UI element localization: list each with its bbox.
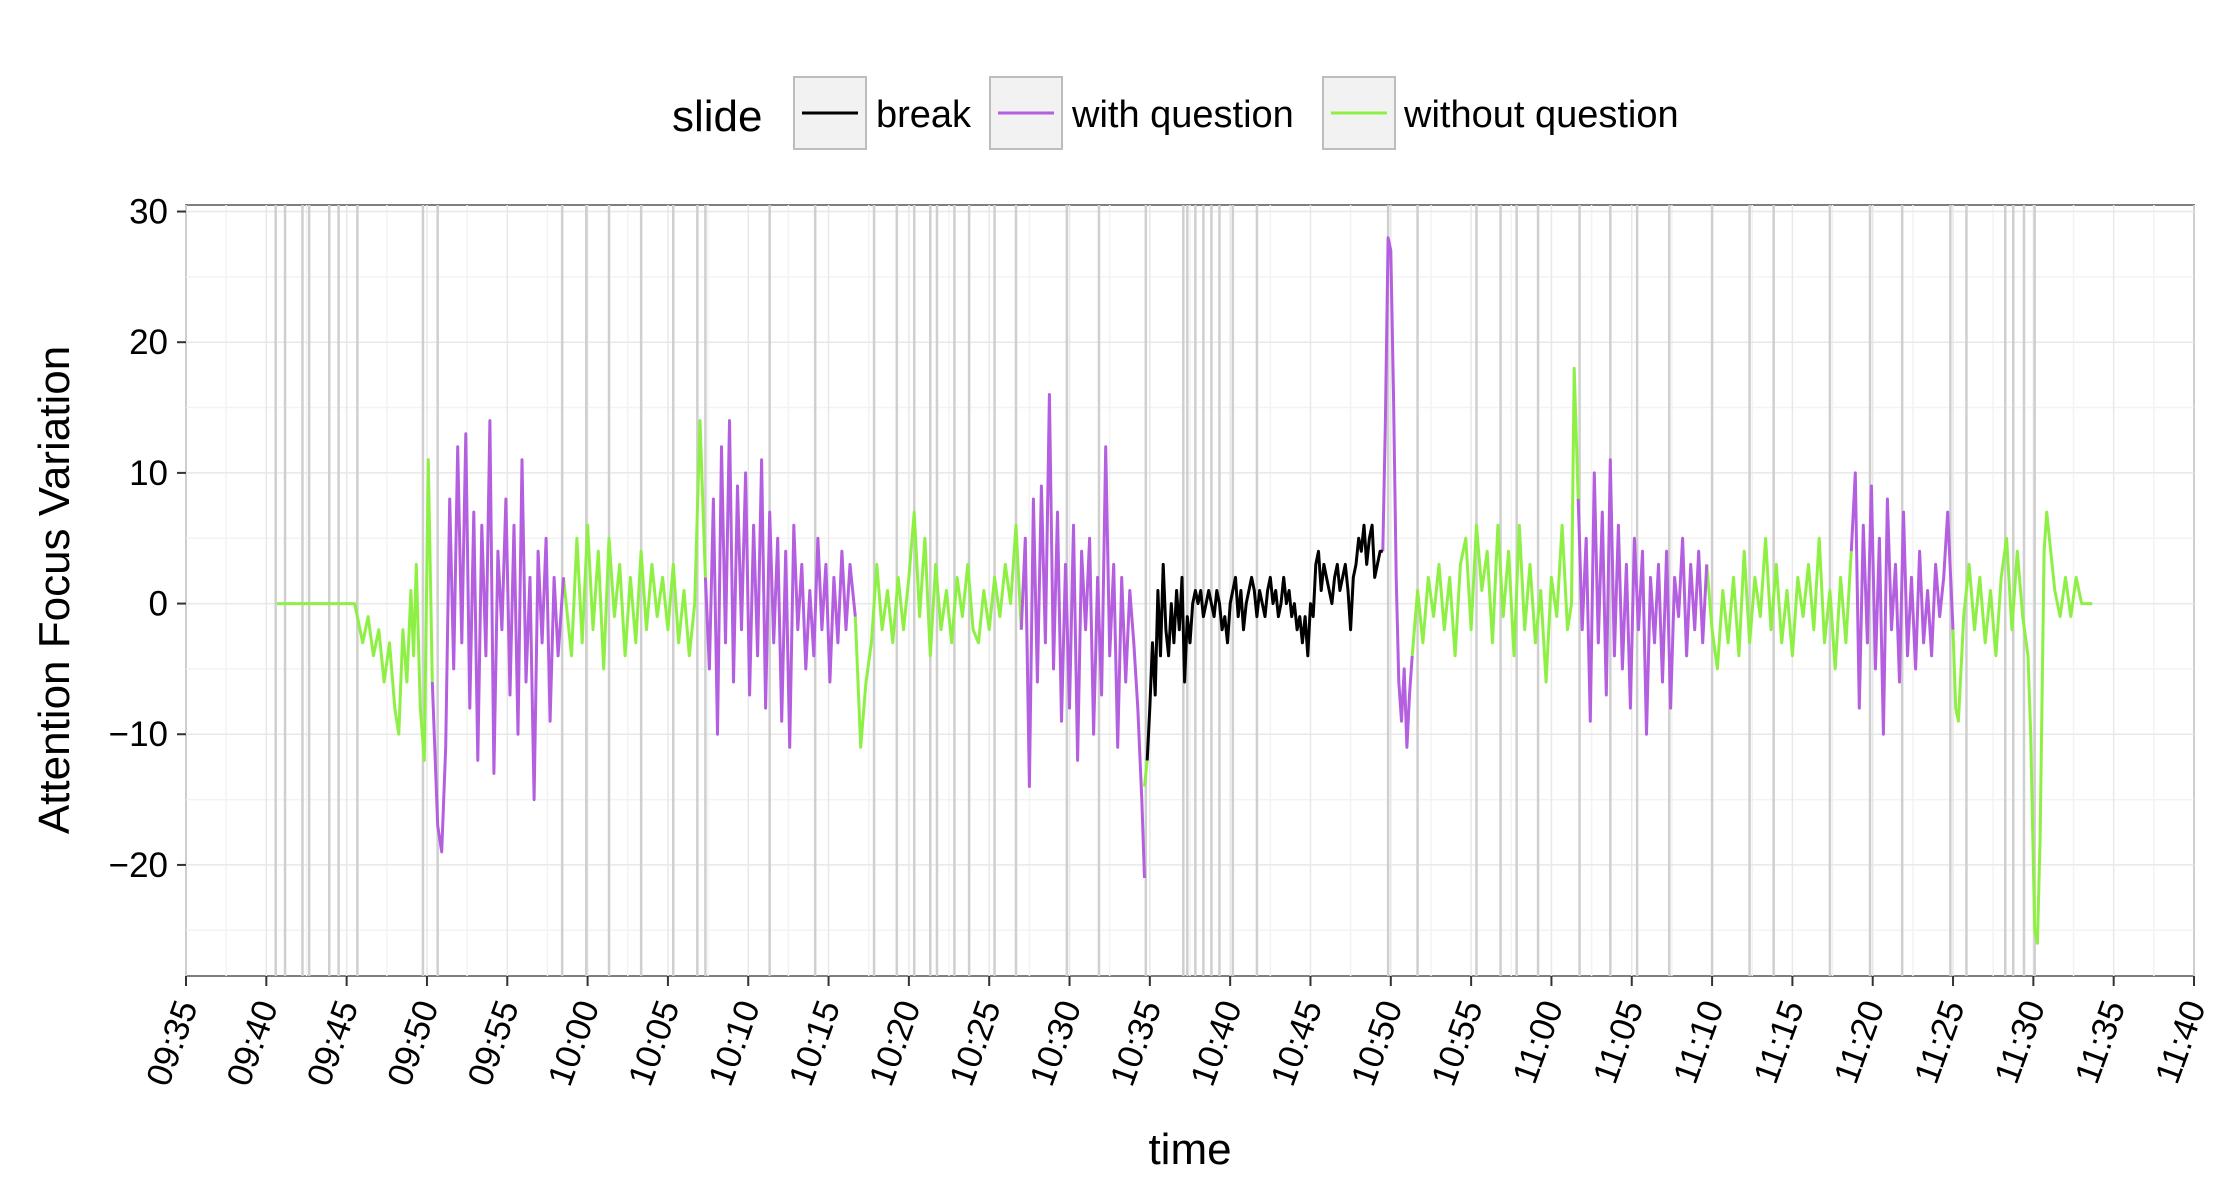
legend-key-without-question [1322, 76, 1396, 150]
series-line-without-question [853, 510, 1023, 749]
x-tick-label: 11:05 [1586, 995, 1652, 1088]
x-tick-label: 10:05 [621, 995, 688, 1091]
x-tick-label: 10:00 [541, 995, 608, 1091]
series-line-with-question [703, 419, 857, 749]
x-tick-label: 09:45 [300, 995, 367, 1091]
series-line-with-question [1019, 393, 1146, 879]
y-tick-label: 10 [129, 454, 168, 493]
x-tick-label: 11:25 [1907, 995, 1973, 1088]
y-tick-label: 0 [149, 585, 168, 624]
y-tick-label: −20 [109, 846, 168, 885]
legend-key-with-question [989, 76, 1063, 150]
x-tick-label: 10:45 [1263, 995, 1330, 1091]
x-tick-label: 09:50 [380, 995, 447, 1091]
x-tick-label: 10:55 [1424, 995, 1491, 1091]
x-tick-label: 10:25 [942, 995, 1009, 1091]
x-tick-label: 11:00 [1505, 995, 1571, 1088]
series-line-without-question [1951, 510, 2093, 945]
x-tick-label: 09:40 [219, 995, 286, 1091]
series-line-with-question [430, 419, 565, 854]
y-tick-label: −10 [109, 715, 168, 754]
x-tick-label: 10:20 [862, 995, 929, 1091]
series-line-without-question [562, 419, 707, 671]
series-line-without-question [1705, 536, 1853, 671]
x-tick-label: 11:15 [1746, 995, 1812, 1088]
x-axis-title: time [1148, 1125, 1231, 1174]
series-line-break [1145, 523, 1383, 761]
series-line-without-question [1410, 366, 1580, 684]
y-tick-label: 30 [129, 193, 168, 232]
y-axis-title: Attention Focus Variation [30, 346, 79, 834]
y-tick-label: 20 [129, 323, 168, 362]
x-tick-label: 11:10 [1666, 995, 1732, 1088]
series-lines [277, 236, 2093, 945]
legend-title: slide [672, 92, 763, 141]
x-tick-label: 11:30 [1987, 995, 2053, 1088]
legend: slide break with question without questi… [672, 76, 1679, 150]
legend-label-break: break [876, 94, 972, 136]
legend-label-without-question: without question [1403, 94, 1679, 136]
x-tick-label: 10:40 [1183, 995, 1250, 1091]
x-tick-label: 10:15 [781, 995, 848, 1091]
x-tick-label: 11:40 [2148, 995, 2214, 1088]
series-line-with-question [1849, 471, 1955, 736]
x-tick-label: 10:50 [1344, 995, 1411, 1091]
series-line-without-question [1143, 760, 1149, 787]
x-tick-label: 11:35 [2067, 995, 2133, 1088]
x-tick-label: 10:30 [1022, 995, 1089, 1091]
x-tick-label: 09:55 [460, 995, 527, 1091]
x-tick-label: 10:35 [1103, 995, 1170, 1091]
series-line-with-question [1576, 458, 1709, 736]
x-tick-label: 09:35 [139, 995, 206, 1091]
x-tick-label: 10:10 [701, 995, 768, 1091]
series-line-with-question [1381, 236, 1414, 749]
legend-key-break [793, 76, 867, 150]
x-tick-label: 11:20 [1827, 995, 1893, 1088]
series-line-without-question [277, 458, 434, 762]
legend-label-with-question: with question [1071, 94, 1294, 136]
